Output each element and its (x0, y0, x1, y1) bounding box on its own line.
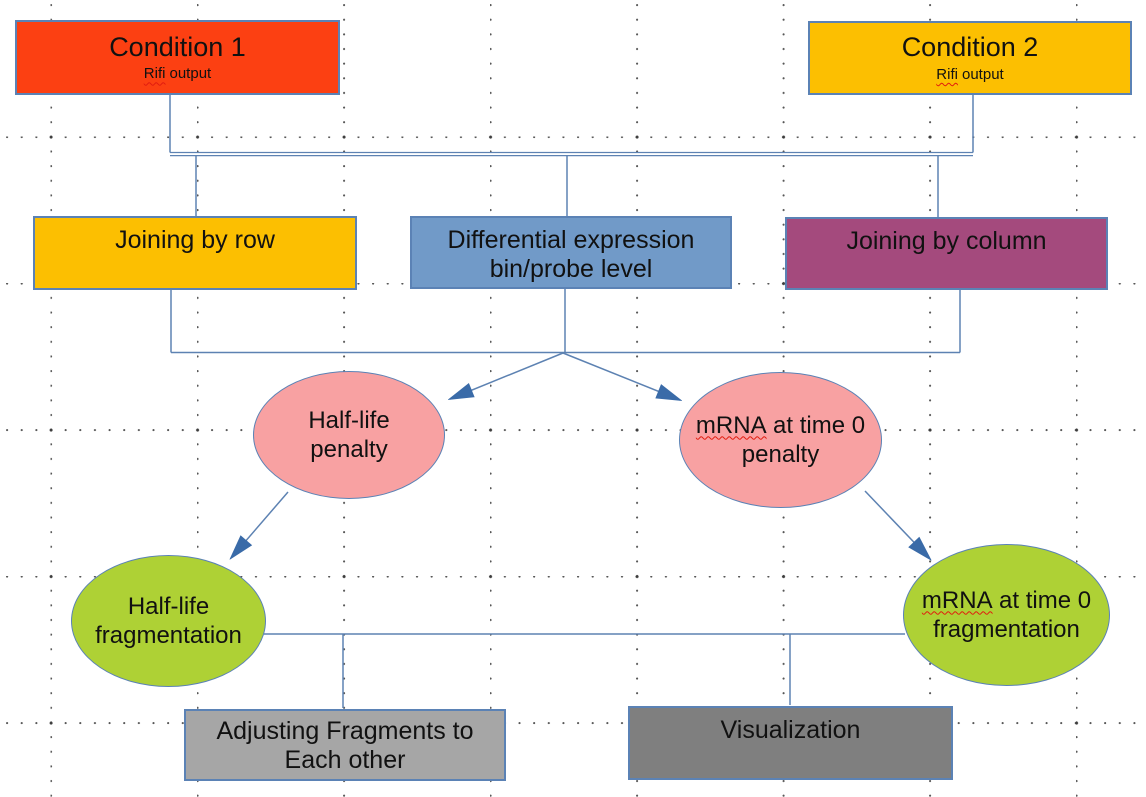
subtitle-rest: output (962, 65, 1004, 83)
node-condition-1[interactable]: Condition 1 Rifi output (15, 20, 340, 95)
misspelled-word: Rifi (143, 65, 166, 83)
node-half-life-fragmentation-line2: fragmentation (95, 622, 242, 649)
node-mrna-time0-penalty-line2: penalty (741, 441, 820, 468)
node-half-life-penalty-line2: penalty (310, 436, 388, 463)
node-condition-2-subtitle: Rifi output (936, 66, 1003, 83)
node-condition-2[interactable]: Condition 2 Rifi output (808, 21, 1132, 95)
node-mrna-time0-fragmentation[interactable]: mRNA at time 0 fragmentation (903, 544, 1110, 686)
node-joining-by-row[interactable]: Joining by row (33, 216, 357, 290)
node-mrna-time0-penalty[interactable]: mRNA at time 0 penalty (679, 372, 882, 508)
misspelled-word: Rifi (936, 65, 958, 83)
misspelled-word: mRNA (695, 411, 767, 439)
arrow-to-mrna-penalty (562, 352, 680, 400)
arrow-to-half-life-penalty (450, 352, 564, 399)
node-half-life-penalty-line1: Half-life (308, 406, 390, 434)
node-condition-2-title: Condition 2 (901, 32, 1039, 63)
node-visualization[interactable]: Visualization (628, 706, 953, 780)
node-visualization-label: Visualization (720, 716, 861, 744)
node-half-life-fragmentation[interactable]: Half-life fragmentation (71, 555, 266, 687)
node-differential-expression-line1: Differential expression (447, 226, 695, 254)
node-joining-by-column[interactable]: Joining by column (785, 217, 1108, 290)
line1-rest: at time 0 (773, 411, 866, 439)
arrow-mrna-penalty-to-fragmentation (864, 490, 930, 559)
misspelled-word: mRNA (921, 586, 993, 614)
arrow-half-life-penalty-to-fragmentation (231, 491, 289, 558)
node-adjusting-fragments-line2: Each other (284, 745, 406, 774)
node-adjusting-fragments[interactable]: Adjusting Fragments to Each other (184, 709, 506, 781)
node-half-life-penalty[interactable]: Half-life penalty (253, 371, 445, 499)
node-condition-1-title: Condition 1 (109, 31, 246, 62)
subtitle-rest: output (169, 65, 212, 83)
node-adjusting-fragments-line1: Adjusting Fragments to (216, 717, 474, 745)
node-mrna-time0-fragmentation-line2: fragmentation (933, 616, 1080, 643)
node-joining-by-column-label: Joining by column (846, 227, 1047, 255)
node-condition-1-subtitle: Rifi output (144, 65, 211, 82)
line1-rest: at time 0 (999, 586, 1092, 614)
node-differential-expression[interactable]: Differential expression bin/probe level (410, 216, 732, 289)
node-half-life-fragmentation-line1: Half-life (127, 592, 210, 620)
node-mrna-time0-penalty-line1: mRNA at time 0 (696, 411, 865, 440)
node-mrna-time0-fragmentation-line1: mRNA at time 0 (922, 586, 1091, 615)
node-differential-expression-line2: bin/probe level (489, 254, 653, 283)
node-joining-by-row-label: Joining by row (115, 226, 275, 254)
